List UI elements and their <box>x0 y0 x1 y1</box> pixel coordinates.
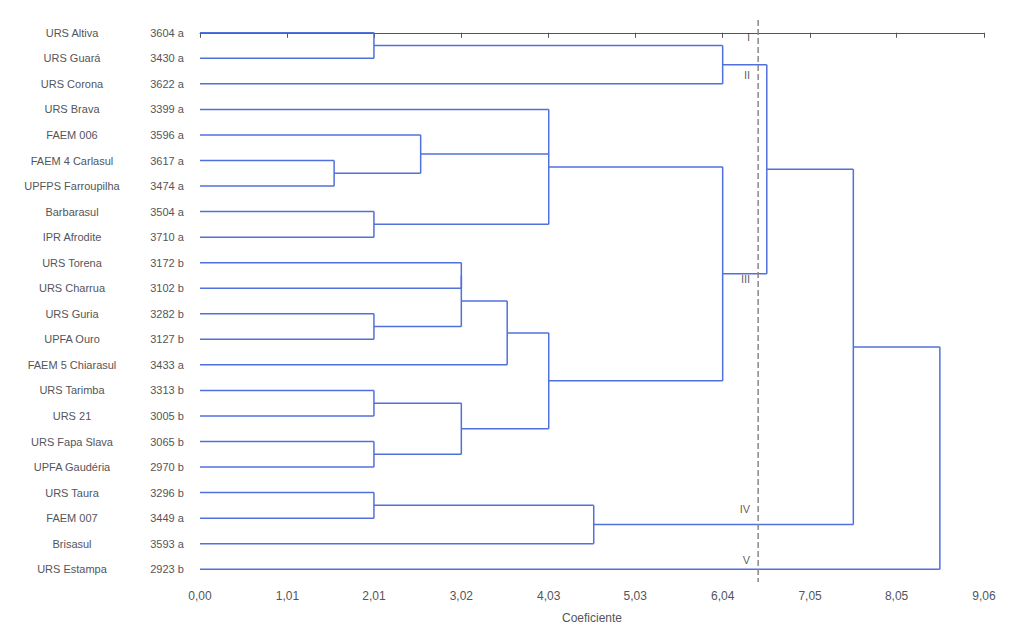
svg-text:0,00: 0,00 <box>188 589 212 603</box>
svg-text:URS Altiva: URS Altiva <box>46 27 99 39</box>
svg-text:3399 a: 3399 a <box>150 103 185 115</box>
svg-text:URS Tarimba: URS Tarimba <box>39 384 105 396</box>
svg-text:3313 b: 3313 b <box>150 384 184 396</box>
svg-text:3065 b: 3065 b <box>150 436 184 448</box>
svg-text:2923 b: 2923 b <box>150 563 184 575</box>
svg-text:8,05: 8,05 <box>885 589 909 603</box>
svg-text:URS Corona: URS Corona <box>41 78 104 90</box>
svg-text:3617 a: 3617 a <box>150 155 185 167</box>
svg-text:3005 b: 3005 b <box>150 410 184 422</box>
svg-text:URS Torena: URS Torena <box>42 257 103 269</box>
svg-text:3710 a: 3710 a <box>150 231 185 243</box>
svg-text:7,05: 7,05 <box>798 589 822 603</box>
svg-text:UPFA Gaudéria: UPFA Gaudéria <box>34 461 111 473</box>
svg-text:V: V <box>743 554 751 566</box>
svg-text:3474 a: 3474 a <box>150 180 185 192</box>
svg-text:3430 a: 3430 a <box>150 52 185 64</box>
svg-text:3,02: 3,02 <box>450 589 474 603</box>
svg-text:URS Charrua: URS Charrua <box>39 282 106 294</box>
svg-text:3449 a: 3449 a <box>150 512 185 524</box>
svg-text:URS Taura: URS Taura <box>45 487 99 499</box>
svg-text:FAEM 006: FAEM 006 <box>46 129 97 141</box>
svg-text:3127 b: 3127 b <box>150 333 184 345</box>
svg-text:URS Brava: URS Brava <box>44 103 100 115</box>
svg-text:URS Fapa Slava: URS Fapa Slava <box>31 436 114 448</box>
svg-text:FAEM 5 Chiarasul: FAEM 5 Chiarasul <box>28 359 117 371</box>
svg-text:3296 b: 3296 b <box>150 487 184 499</box>
svg-text:5,03: 5,03 <box>624 589 648 603</box>
svg-text:3102 b: 3102 b <box>150 282 184 294</box>
svg-text:3604 a: 3604 a <box>150 27 185 39</box>
svg-text:IV: IV <box>740 503 751 515</box>
svg-text:II: II <box>744 69 750 81</box>
svg-text:3622 a: 3622 a <box>150 78 185 90</box>
svg-text:URS Estampa: URS Estampa <box>37 563 108 575</box>
svg-text:FAEM 007: FAEM 007 <box>46 512 97 524</box>
svg-text:UPFA Ouro: UPFA Ouro <box>44 333 100 345</box>
svg-text:Barbarasul: Barbarasul <box>45 206 98 218</box>
svg-text:3172 b: 3172 b <box>150 257 184 269</box>
svg-text:Coeficiente: Coeficiente <box>562 611 622 625</box>
svg-text:IPR Afrodite: IPR Afrodite <box>43 231 102 243</box>
svg-text:3596 a: 3596 a <box>150 129 185 141</box>
svg-text:9,06: 9,06 <box>972 589 996 603</box>
svg-text:1,01: 1,01 <box>276 589 300 603</box>
svg-text:4,03: 4,03 <box>537 589 561 603</box>
svg-text:3282 b: 3282 b <box>150 308 184 320</box>
svg-text:URS Guria: URS Guria <box>45 308 99 320</box>
svg-text:FAEM 4 Carlasul: FAEM 4 Carlasul <box>31 155 114 167</box>
svg-text:III: III <box>741 273 750 285</box>
svg-text:3504 a: 3504 a <box>150 206 185 218</box>
svg-text:URS Guará: URS Guará <box>44 52 102 64</box>
svg-text:2970 b: 2970 b <box>150 461 184 473</box>
svg-text:3433 a: 3433 a <box>150 359 185 371</box>
svg-text:UPFPS Farroupilha: UPFPS Farroupilha <box>24 180 120 192</box>
svg-text:URS 21: URS 21 <box>53 410 92 422</box>
svg-text:3593 a: 3593 a <box>150 538 185 550</box>
svg-text:2,01: 2,01 <box>362 589 386 603</box>
svg-text:Brisasul: Brisasul <box>52 538 91 550</box>
svg-text:I: I <box>747 31 750 43</box>
svg-text:6,04: 6,04 <box>711 589 735 603</box>
